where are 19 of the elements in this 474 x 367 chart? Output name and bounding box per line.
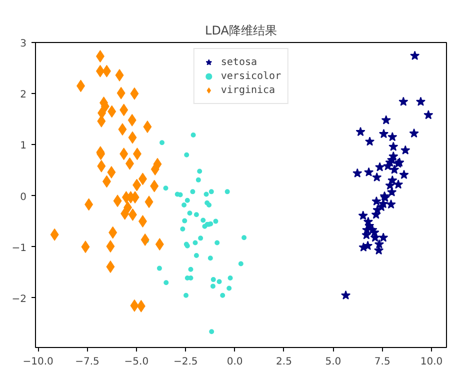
y-tick-label: 2 [20,90,27,101]
y-tick-label: 3 [20,38,27,50]
chart-title: LDA降维结果 [205,24,277,38]
x-tick-label: 10.0 [420,356,443,367]
legend-label: virginica [220,84,276,97]
x-tick-label: 0.0 [226,356,243,367]
x-tick-label: 5.0 [325,356,342,367]
y-tick-label: 0 [20,192,27,203]
x-tick-label: −2.5 [173,356,198,367]
x-tick-label: −5.0 [124,356,149,367]
y-tick-label: 1 [20,140,27,152]
legend-label: setosa [220,56,258,69]
x-tick-label: 2.5 [276,356,292,367]
x-tick-label: 7.5 [374,356,390,367]
x-tick-label: −7.5 [75,356,100,367]
x-tick-label: −10.0 [22,356,54,367]
y-tick-label: −2 [12,294,27,305]
y-tick-label: −1 [12,242,27,254]
legend-label: versicolor [220,70,282,83]
